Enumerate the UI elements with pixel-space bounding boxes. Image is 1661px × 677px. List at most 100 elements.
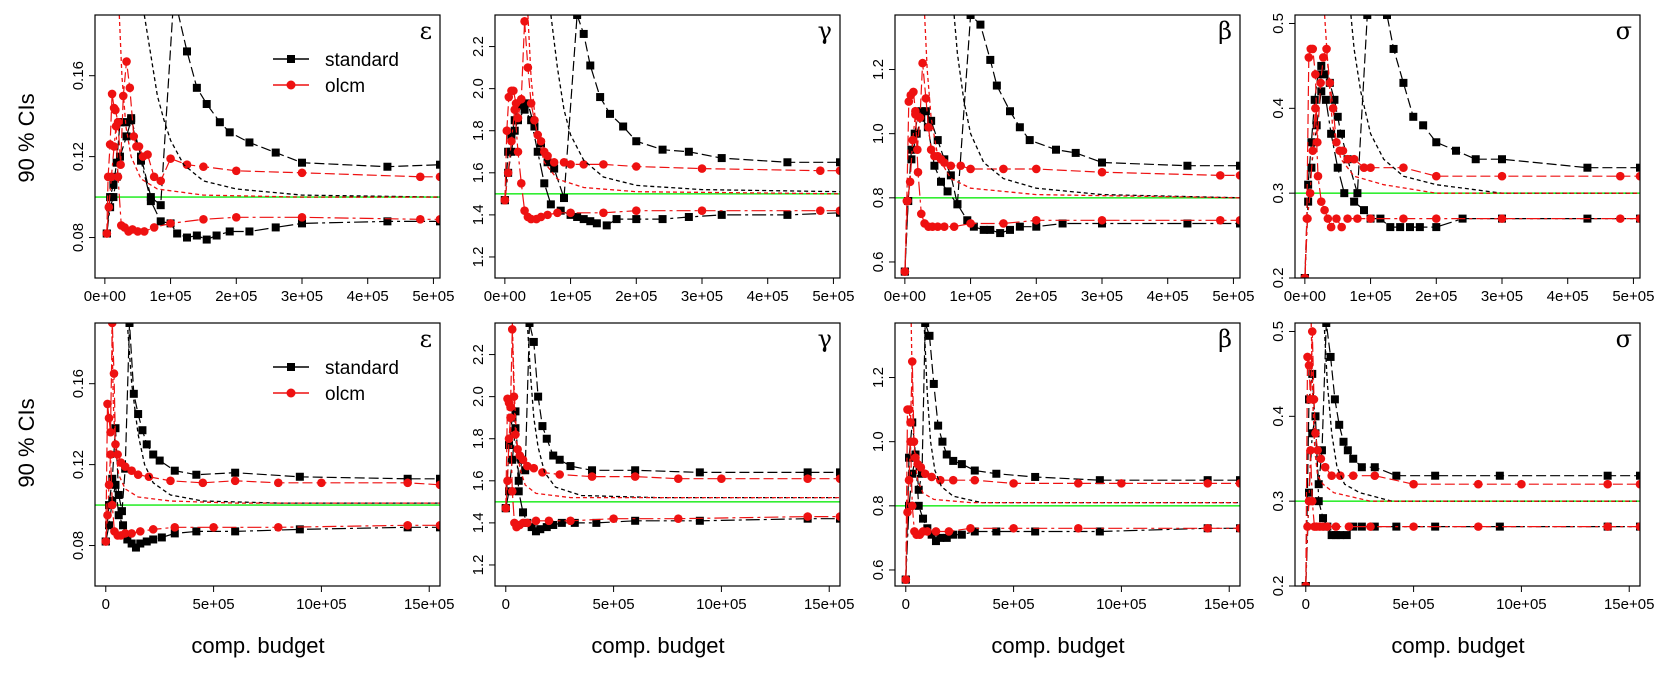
data-point-olcm bbox=[549, 157, 559, 167]
x-tick-label: 4e+05 bbox=[347, 288, 389, 305]
data-point-standard bbox=[119, 521, 128, 530]
data-point-olcm bbox=[1306, 445, 1315, 455]
y-tick-label: 0.2 bbox=[1270, 576, 1287, 597]
data-point-olcm bbox=[297, 213, 307, 222]
series-standard-lower-line bbox=[505, 428, 840, 533]
data-point-standard bbox=[1095, 476, 1104, 485]
series-olcm-upper-line bbox=[105, 323, 440, 542]
series-olcm-true-bound-line bbox=[527, 15, 840, 195]
data-point-olcm bbox=[1031, 215, 1041, 225]
data-point-standard bbox=[917, 107, 926, 116]
x-tick-label: 0e+00 bbox=[884, 288, 926, 305]
data-point-olcm bbox=[999, 164, 1008, 174]
data-point-standard bbox=[225, 227, 234, 236]
data-point-standard bbox=[538, 422, 547, 431]
data-point-standard bbox=[271, 223, 280, 232]
data-point-standard bbox=[803, 468, 812, 477]
data-point-olcm bbox=[435, 521, 440, 530]
series-olcm-true-bound-line bbox=[910, 323, 1240, 504]
data-point-standard bbox=[937, 177, 945, 186]
data-point-standard bbox=[1339, 437, 1348, 446]
data-point-olcm bbox=[1323, 214, 1333, 223]
panel-symbol: ε bbox=[420, 325, 432, 353]
data-point-olcm bbox=[907, 501, 917, 511]
data-point-olcm bbox=[924, 122, 933, 132]
panel-frame bbox=[94, 322, 441, 587]
data-point-standard bbox=[295, 525, 304, 534]
data-point-olcm bbox=[1337, 222, 1346, 232]
data-point-olcm bbox=[513, 147, 523, 157]
x-tick-label: 1e+05 bbox=[150, 288, 192, 305]
data-point-olcm bbox=[1313, 171, 1323, 181]
data-point-olcm bbox=[946, 161, 956, 171]
data-point-standard bbox=[146, 197, 155, 206]
data-point-olcm bbox=[139, 227, 149, 236]
data-point-olcm bbox=[1311, 70, 1320, 79]
x-tick-label: 4e+05 bbox=[747, 288, 789, 305]
data-point-olcm bbox=[906, 437, 915, 446]
data-point-standard bbox=[579, 215, 588, 224]
series-standard-true-bound-line bbox=[526, 323, 840, 499]
data-point-standard bbox=[619, 122, 628, 131]
data-point-olcm bbox=[920, 469, 930, 479]
data-point-standard bbox=[570, 518, 579, 527]
series-standard-lower-line bbox=[904, 116, 1240, 272]
data-point-standard bbox=[131, 543, 140, 552]
data-point-olcm bbox=[555, 470, 564, 479]
series-olcm-lower-line bbox=[1304, 108, 1640, 278]
data-point-olcm bbox=[127, 529, 136, 538]
plot-area bbox=[95, 323, 440, 552]
data-point-olcm bbox=[507, 136, 516, 146]
data-point-standard bbox=[555, 455, 564, 464]
legend: standard olcm bbox=[273, 358, 399, 405]
data-point-standard bbox=[934, 421, 943, 430]
data-point-standard bbox=[192, 470, 201, 479]
data-point-standard bbox=[1333, 163, 1342, 172]
legend-olcm-marker bbox=[286, 80, 296, 90]
x-tick-label: 3e+05 bbox=[681, 288, 723, 305]
data-point-olcm bbox=[516, 94, 526, 104]
data-point-standard bbox=[543, 158, 552, 167]
panel-symbol: σ bbox=[1616, 325, 1632, 353]
data-point-olcm bbox=[134, 142, 144, 151]
y-tick-label: 1.6 bbox=[470, 470, 487, 491]
data-point-olcm bbox=[1323, 522, 1332, 531]
data-point-standard bbox=[510, 126, 519, 135]
x-tick-label: 0 bbox=[502, 596, 510, 613]
data-point-standard bbox=[976, 20, 985, 29]
data-point-standard bbox=[514, 487, 523, 496]
data-point-olcm bbox=[107, 172, 116, 182]
y-tick-label: 0.4 bbox=[1270, 98, 1287, 119]
data-point-olcm bbox=[231, 166, 241, 176]
x-tick-label: 5e+05 bbox=[1612, 288, 1654, 305]
plot-area bbox=[495, 15, 840, 230]
data-point-standard bbox=[114, 511, 123, 520]
data-point-olcm bbox=[107, 89, 117, 99]
data-point-standard bbox=[137, 156, 145, 165]
data-point-standard bbox=[192, 527, 201, 536]
data-point-standard bbox=[992, 469, 1001, 478]
data-point-olcm bbox=[949, 222, 959, 231]
data-point-olcm bbox=[129, 132, 139, 141]
data-point-standard bbox=[1314, 497, 1323, 506]
plot-area bbox=[495, 323, 840, 536]
data-point-olcm bbox=[231, 213, 241, 222]
series-olcm-upper-line bbox=[1304, 48, 1640, 278]
data-point-standard bbox=[957, 530, 966, 539]
data-point-olcm bbox=[1343, 214, 1352, 223]
panel-7: 0.6 0.8 1.0 1.2 0 5e+05 10e+05 15e+05 β bbox=[870, 322, 1254, 613]
data-point-olcm bbox=[166, 476, 175, 486]
data-point-standard bbox=[1583, 163, 1592, 172]
y-tick-label: 1.2 bbox=[870, 367, 887, 388]
data-point-olcm bbox=[1235, 523, 1240, 533]
data-point-standard bbox=[508, 455, 517, 464]
data-point-olcm bbox=[501, 503, 511, 513]
data-point-standard bbox=[579, 29, 588, 38]
data-point-olcm bbox=[609, 514, 618, 523]
data-point-olcm bbox=[903, 196, 912, 206]
data-point-olcm bbox=[918, 58, 927, 68]
y-tick-label: 2.0 bbox=[470, 78, 487, 99]
data-point-olcm bbox=[118, 91, 128, 101]
